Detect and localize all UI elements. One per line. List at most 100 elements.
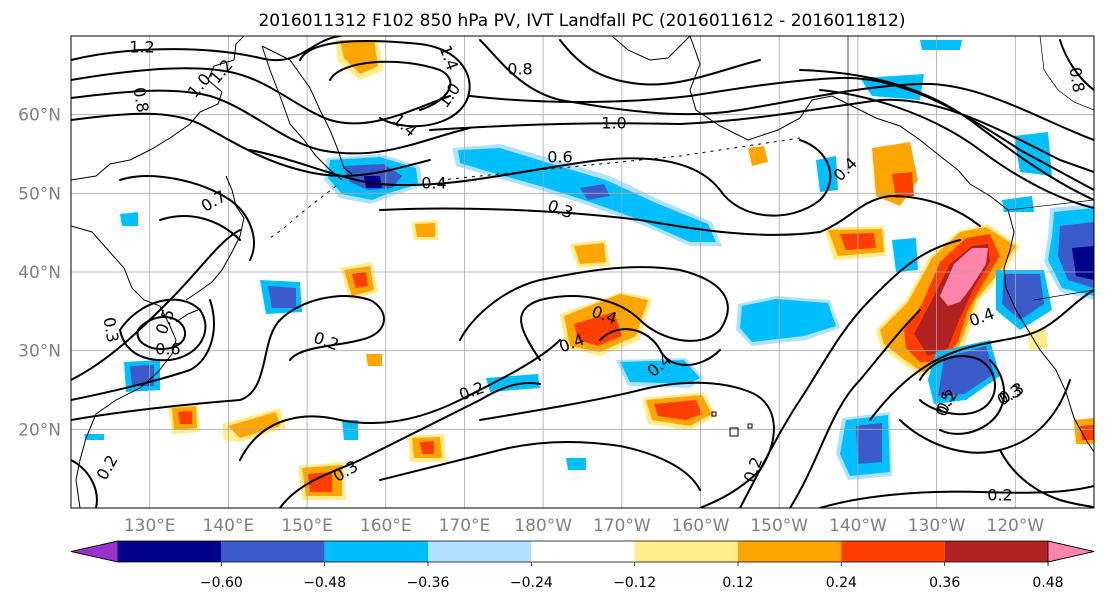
shade-blob — [486, 374, 540, 392]
colorbar-tick-label: −0.24 — [510, 575, 553, 591]
contour-line — [71, 89, 471, 155]
shade-blob — [84, 434, 104, 440]
contour-line — [999, 449, 1094, 508]
longitude-label: 160°W — [672, 516, 730, 536]
shade-blob — [574, 312, 622, 346]
colorbar-extend-high — [1047, 540, 1095, 563]
latitude-label: 20°N — [18, 420, 61, 440]
contour-line — [71, 459, 98, 508]
colorbar-segment — [944, 541, 1048, 562]
shade-blob — [1014, 132, 1052, 176]
shade-blob — [574, 243, 606, 264]
longitude-label: 170°E — [439, 516, 491, 536]
colorbar-segment — [221, 541, 325, 562]
contour-line — [249, 139, 832, 217]
shade-blob — [856, 423, 882, 464]
contour-line — [799, 69, 1094, 201]
contour-label: 0.6 — [547, 148, 572, 167]
contour-line — [279, 382, 541, 508]
map-title: 2016011312 F102 850 hPa PV, IVT Landfall… — [258, 11, 905, 31]
map-frame — [70, 35, 1095, 509]
colorbar-tick-label: −0.12 — [613, 575, 656, 591]
contour-line — [71, 295, 385, 421]
contour-line — [239, 339, 561, 461]
longitude-label: 140°E — [203, 516, 255, 536]
latitude-label: 40°N — [18, 263, 61, 283]
shade-blob — [120, 212, 138, 226]
shade-blob — [1002, 274, 1044, 320]
contour-label: 0.2 — [987, 486, 1012, 505]
shade-blob — [920, 40, 962, 50]
contour-line — [136, 316, 187, 350]
contour-line — [379, 440, 701, 491]
colorbar-tick-label: −0.36 — [407, 575, 450, 591]
contour-line — [119, 298, 207, 362]
shade-blob — [1072, 246, 1094, 280]
shade-blob — [228, 412, 280, 438]
colorbar-tick-label: −0.60 — [200, 575, 243, 591]
contour-line — [71, 299, 215, 401]
shade-blob — [130, 365, 154, 386]
colorbar-tick-labels: −0.60 −0.48 −0.36 −0.24 −0.12 0.12 0.24 0.36 0.4… — [200, 562, 1064, 591]
latitude-label: 30°N — [18, 342, 61, 362]
coastlines — [71, 36, 1094, 508]
shade-blob — [352, 272, 368, 288]
longitude-label: 150°W — [750, 516, 808, 536]
shade-blob — [816, 156, 838, 192]
longitude-label: 130°E — [124, 516, 176, 536]
contour-label: 0.8 — [129, 86, 152, 114]
contour-line — [71, 36, 341, 62]
latitude-label: 50°N — [18, 184, 61, 204]
latitude-labels: 60°N 50°N 40°N 30°N 20°N — [18, 106, 61, 441]
colorbar-outline — [70, 540, 1095, 563]
shade-blob — [580, 184, 610, 200]
longitude-label: 160°E — [360, 516, 412, 536]
shade-blob — [420, 441, 434, 454]
contour-line — [379, 195, 981, 236]
contour-line — [429, 98, 1094, 173]
colorbar-tick-label: 0.36 — [929, 575, 960, 591]
contour-line — [71, 112, 431, 177]
latitude-label: 60°N — [18, 106, 61, 126]
contour-label: 1.2 — [129, 38, 154, 57]
contour-line — [479, 39, 1094, 141]
longitude-labels: 130°E 140°E 150°E 160°E 170°E 180°W 170°W 160°W… — [124, 516, 1045, 536]
longitude-label: 140°W — [829, 516, 887, 536]
shade-blob — [620, 360, 700, 384]
contour-line — [299, 40, 471, 128]
shade-blob — [340, 40, 378, 74]
colorbar-segment — [531, 541, 635, 562]
colorbar-tick-label: 0.48 — [1032, 575, 1063, 591]
contour-line — [479, 381, 775, 508]
contour-line — [599, 328, 721, 366]
pv-contours — [71, 36, 1094, 508]
colorbar-segment — [118, 541, 222, 562]
contour-line — [559, 39, 761, 86]
colorbar — [70, 540, 1095, 563]
colorbar-segment — [738, 541, 842, 562]
contour-label: 0.8 — [1065, 66, 1088, 94]
contour-line — [819, 485, 1094, 508]
contour-line — [819, 89, 1094, 209]
shade-blob — [342, 420, 358, 440]
colorbar-segment — [634, 541, 738, 562]
shade-blob — [178, 411, 192, 424]
shade-blob — [308, 472, 332, 492]
contour-line — [71, 67, 451, 125]
colorbar-tick-label: 0.12 — [722, 575, 753, 591]
pv-shading — [84, 40, 1094, 500]
contour-label: 0.6 — [155, 340, 180, 359]
contour-line — [119, 175, 255, 261]
colorbar-segment — [428, 541, 532, 562]
contour-line — [329, 60, 452, 111]
shade-blob — [415, 223, 435, 237]
shade-blob — [748, 146, 768, 166]
contour-label: 0.3 — [99, 316, 122, 344]
colorbar-segment — [324, 541, 428, 562]
contour-label: 0.8 — [507, 60, 532, 79]
colorbar-segment — [841, 541, 945, 562]
contour-line — [1059, 39, 1094, 91]
contour-label: 1.0 — [601, 114, 626, 133]
contour-line — [789, 309, 921, 508]
